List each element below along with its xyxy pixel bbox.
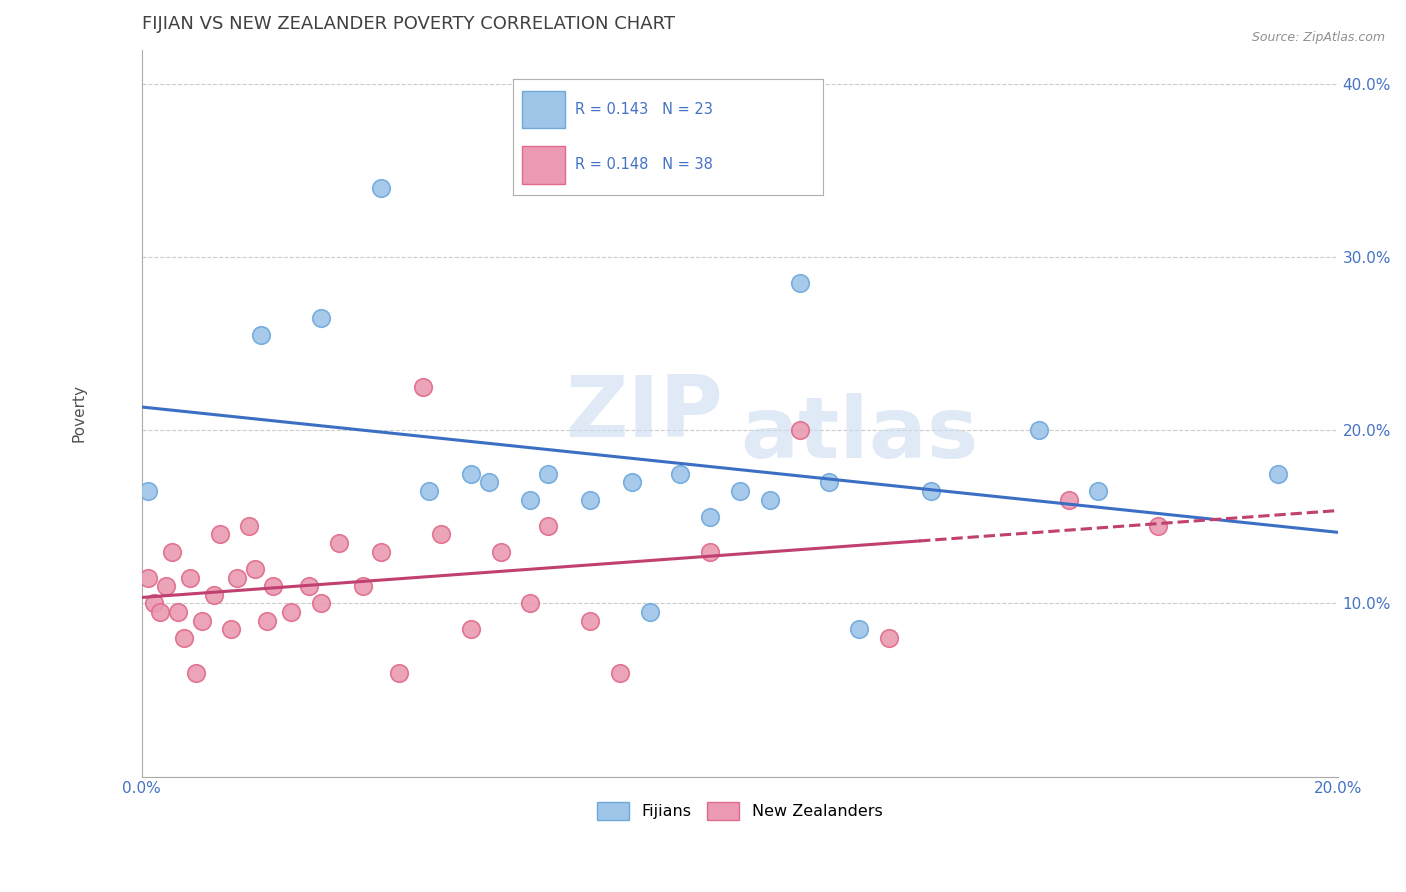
Point	[412, 380, 434, 394]
Point	[238, 518, 260, 533]
Point	[489, 544, 512, 558]
Point	[789, 277, 811, 291]
Point	[1057, 492, 1080, 507]
Point	[160, 544, 183, 558]
Point	[309, 311, 332, 326]
Point	[579, 614, 602, 628]
Point	[298, 579, 321, 593]
Point	[579, 492, 602, 507]
Point	[418, 483, 440, 498]
Point	[1028, 424, 1050, 438]
Point	[621, 475, 644, 490]
Point	[1147, 518, 1170, 533]
Point	[669, 467, 692, 481]
Text: FIJIAN VS NEW ZEALANDER POVERTY CORRELATION CHART: FIJIAN VS NEW ZEALANDER POVERTY CORRELAT…	[142, 15, 675, 33]
Point	[728, 483, 751, 498]
Point	[173, 631, 195, 645]
Point	[1087, 483, 1109, 498]
Point	[136, 483, 159, 498]
Point	[638, 605, 661, 619]
Point	[460, 623, 482, 637]
Point	[280, 605, 302, 619]
Point	[250, 328, 273, 343]
Point	[190, 614, 212, 628]
Text: Source: ZipAtlas.com: Source: ZipAtlas.com	[1251, 31, 1385, 45]
Point	[789, 424, 811, 438]
Point	[328, 536, 350, 550]
Point	[877, 631, 900, 645]
Point	[848, 623, 870, 637]
Point	[478, 475, 501, 490]
Legend: Fijians, New Zealanders: Fijians, New Zealanders	[591, 796, 889, 827]
Point	[221, 623, 243, 637]
Point	[460, 467, 482, 481]
Point	[352, 579, 374, 593]
Point	[202, 588, 225, 602]
Y-axis label: Poverty: Poverty	[72, 384, 86, 442]
Point	[149, 605, 172, 619]
Point	[388, 665, 411, 680]
Point	[699, 510, 721, 524]
Point	[208, 527, 231, 541]
Point	[609, 665, 631, 680]
Text: ZIP: ZIP	[565, 372, 723, 455]
Point	[226, 570, 249, 584]
Point	[519, 492, 541, 507]
Point	[1267, 467, 1289, 481]
Point	[155, 579, 177, 593]
Point	[179, 570, 201, 584]
Point	[245, 562, 267, 576]
Point	[256, 614, 278, 628]
Point	[184, 665, 207, 680]
Point	[309, 597, 332, 611]
Point	[758, 492, 780, 507]
Point	[370, 544, 392, 558]
Point	[142, 597, 165, 611]
Point	[370, 181, 392, 195]
Point	[519, 597, 541, 611]
Point	[920, 483, 942, 498]
Point	[818, 475, 841, 490]
Point	[166, 605, 188, 619]
Point	[537, 467, 560, 481]
Text: atlas: atlas	[740, 393, 979, 476]
Point	[429, 527, 451, 541]
Point	[136, 570, 159, 584]
Point	[537, 518, 560, 533]
Point	[699, 544, 721, 558]
Point	[262, 579, 284, 593]
